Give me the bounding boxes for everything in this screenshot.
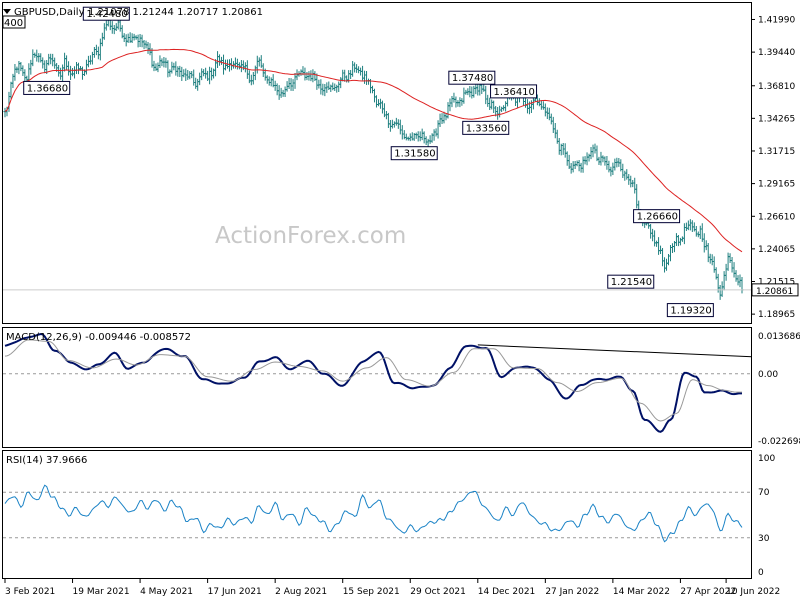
- macd-trendline: [477, 344, 753, 358]
- macd-plot: [3, 332, 753, 433]
- price-tick-label: 1.41990: [758, 15, 795, 25]
- rsi-line: [4, 484, 743, 543]
- price-annotation-box: [23, 80, 71, 95]
- macd-tick-label: -0.022698: [758, 437, 800, 447]
- symbol-label: GBPUSD,Daily: [14, 7, 85, 18]
- price-tick-label: 1.24065: [758, 245, 795, 255]
- price-tick-label: 1.18965: [758, 310, 795, 320]
- rsi-tick-label: 100: [758, 454, 775, 464]
- macd-tick-label: 0.00: [758, 370, 778, 380]
- price-annotation-box: [633, 209, 681, 224]
- current-price-box: [751, 283, 799, 297]
- axes: 1.41990 1.39440 1.36810 1.34265 1.31715 1.291…: [4, 15, 800, 597]
- price-annotation-label: 1.33560: [466, 123, 507, 134]
- x-tick-label: 4 May 2021: [140, 587, 193, 597]
- rsi-title: RSI(14) 37.9666: [6, 455, 87, 466]
- x-tick-label: 14 Mar 2022: [613, 587, 670, 597]
- price-annotation-label: 1.42480: [86, 9, 127, 20]
- price-annotation-box: [666, 303, 714, 318]
- rsi-tick-label: 0: [758, 568, 764, 578]
- price-tick-label: 1.21515: [758, 277, 795, 287]
- macd-title: MACD(12,26,9) -0.009446 -0.008572: [6, 332, 191, 343]
- price-annotation-label: 1.19320: [670, 306, 711, 317]
- ohlc-readout: 1.21078 1.21244 1.20717 1.20861: [88, 7, 263, 18]
- left-label: 400: [4, 18, 23, 29]
- rsi-tick-label: 70: [758, 488, 770, 498]
- price-annotation-box: [82, 6, 130, 21]
- moving-average-line: [4, 48, 743, 253]
- price-annotation-box: [462, 120, 510, 135]
- x-tick-label: 15 Sep 2021: [343, 587, 400, 597]
- price-annotation-box: [448, 70, 496, 85]
- macd-tick-label: 0.013686: [758, 332, 800, 342]
- rsi-plot: [3, 484, 751, 543]
- price-panel: [2, 2, 752, 324]
- price-annotation-label: 1.36680: [27, 83, 68, 94]
- x-tick-label: 14 Dec 2021: [478, 587, 536, 597]
- x-tick-label: 27 Apr 2022: [680, 587, 736, 597]
- watermark: ActionForex.com: [215, 223, 406, 249]
- x-tick-label: 19 Mar 2021: [73, 587, 130, 597]
- x-tick-label: 17 Jun 2021: [208, 587, 262, 597]
- price-tick-label: 1.26610: [758, 212, 795, 222]
- collapse-arrow-icon[interactable]: [3, 9, 11, 14]
- price-annotation-label: 1.31580: [394, 149, 435, 160]
- left-label-box: [2, 15, 26, 29]
- rsi-tick-label: 30: [758, 534, 770, 544]
- price-annotation-label: 1.26660: [637, 212, 678, 223]
- macd-line: [4, 332, 743, 433]
- price-annotation-box: [607, 274, 655, 289]
- x-tick-label: 2 Aug 2021: [275, 587, 327, 597]
- x-tick-label: 10 Jun 2022: [726, 587, 780, 597]
- x-tick-label: 3 Feb 2021: [5, 587, 55, 597]
- price-annotation-label: 1.37480: [452, 73, 493, 84]
- price-annotation-box: [490, 84, 538, 99]
- x-tick-label: 27 Jan 2022: [545, 587, 599, 597]
- price-annotation-label: 1.36410: [494, 87, 535, 98]
- price-tick-label: 1.31715: [758, 147, 795, 157]
- x-tick-label: 29 Oct 2021: [410, 587, 466, 597]
- price-annotation-label: 1.21540: [611, 277, 652, 288]
- price-tick-label: 1.36810: [758, 82, 795, 92]
- macd-signal-line: [4, 339, 742, 422]
- price-annotation-box: [390, 146, 438, 161]
- current-price-label: 1.20861: [756, 287, 793, 297]
- price-tick-label: 1.29165: [758, 180, 795, 190]
- price-tick-label: 1.34265: [758, 114, 795, 124]
- price-tick-label: 1.39440: [758, 48, 795, 58]
- rsi-panel: [2, 450, 752, 579]
- macd-panel: [2, 327, 752, 448]
